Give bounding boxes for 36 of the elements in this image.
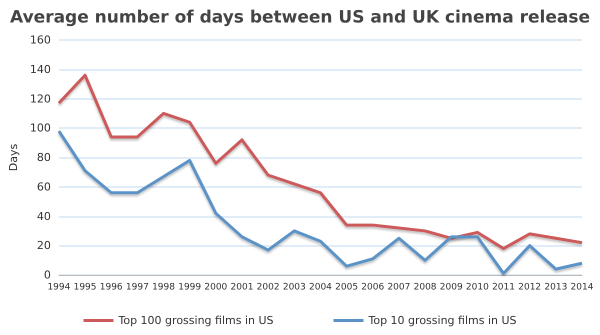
x-tick-label: 2007 [387, 282, 410, 292]
x-tick-label: 1995 [74, 282, 97, 292]
legend-label: Top 10 grossing films in US [368, 314, 517, 327]
x-tick-label: 2011 [492, 282, 515, 292]
x-tick-label: 2013 [544, 282, 568, 292]
x-tick-label: 2010 [466, 282, 490, 292]
y-tick-label: 120 [30, 92, 51, 106]
x-tick-label: 2003 [282, 282, 306, 292]
chart-title: Average number of days between US and UK cinema release [10, 8, 590, 28]
legend-label: Top 100 grossing films in US [118, 314, 274, 327]
y-tick-label: 140 [30, 62, 51, 76]
x-tick-label: 2001 [230, 282, 254, 292]
y-tick-label: 20 [36, 239, 51, 252]
x-tick-label: 2009 [440, 282, 463, 292]
x-tick-label: 2004 [308, 282, 332, 292]
x-tick-label: 2006 [361, 282, 384, 292]
x-tick-label: 2012 [518, 282, 542, 292]
x-tick-label: 2014 [570, 282, 594, 292]
y-tick-label: 0 [44, 268, 51, 282]
y-tick-label: 160 [30, 34, 51, 46]
line-series [57, 74, 584, 250]
y-tick-label: 40 [36, 210, 51, 223]
line-series [57, 130, 584, 276]
x-tick-label: 1994 [47, 282, 71, 292]
x-tick-label: 2005 [335, 282, 358, 292]
x-tick-label: 2008 [414, 282, 437, 292]
x-tick-label: 1997 [126, 282, 149, 292]
x-tick-label: 2002 [256, 282, 280, 292]
y-tick-label: 80 [36, 151, 51, 164]
x-tick-label: 1996 [100, 282, 123, 292]
x-tick-label: 1999 [178, 282, 202, 292]
x-tick-label: 2000 [204, 282, 228, 292]
x-tick-label: 1998 [152, 282, 176, 292]
y-axis-title: Days [7, 144, 20, 172]
y-tick-label: 60 [36, 180, 51, 194]
y-tick-label: 100 [30, 122, 51, 135]
